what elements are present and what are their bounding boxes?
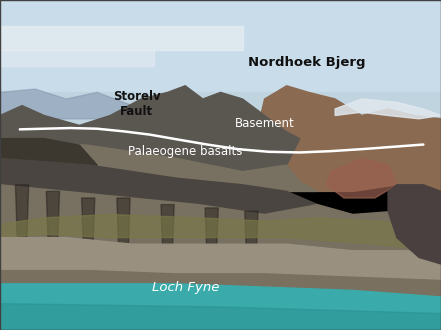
Polygon shape [0, 142, 318, 191]
Text: Basement: Basement [235, 117, 295, 130]
Polygon shape [117, 198, 130, 254]
Polygon shape [0, 158, 318, 215]
Polygon shape [0, 139, 97, 205]
Text: Nordhoek Bjerg: Nordhoek Bjerg [248, 56, 365, 69]
Polygon shape [15, 185, 29, 244]
Polygon shape [0, 238, 441, 280]
Polygon shape [243, 86, 441, 191]
Polygon shape [0, 214, 441, 251]
Polygon shape [0, 92, 441, 139]
Polygon shape [0, 26, 243, 50]
Polygon shape [82, 198, 95, 251]
Polygon shape [161, 205, 174, 257]
Text: Storelv
Fault: Storelv Fault [113, 90, 161, 118]
Polygon shape [0, 304, 441, 330]
Polygon shape [0, 50, 154, 66]
Polygon shape [46, 191, 60, 248]
Polygon shape [0, 271, 441, 297]
Polygon shape [0, 284, 441, 330]
Polygon shape [245, 211, 258, 261]
Polygon shape [335, 99, 441, 119]
Polygon shape [0, 185, 441, 271]
Polygon shape [0, 89, 441, 119]
Polygon shape [0, 0, 441, 92]
Text: Loch Fyne: Loch Fyne [152, 280, 219, 294]
Polygon shape [388, 185, 441, 264]
Polygon shape [0, 86, 300, 172]
Text: Palaeogene basalts: Palaeogene basalts [128, 145, 243, 158]
Polygon shape [326, 158, 397, 198]
Polygon shape [205, 208, 218, 257]
